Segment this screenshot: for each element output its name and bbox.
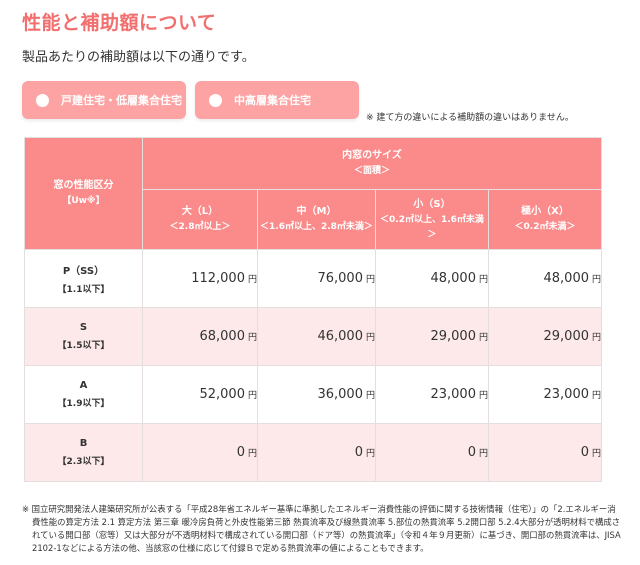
building-type-label: 中高層集合住宅	[234, 94, 311, 107]
size-label: 小（S）	[413, 199, 451, 211]
size-label: 大（L）	[181, 206, 219, 218]
size-header-cell: 内窓のサイズ ＜面積＞	[141, 137, 603, 190]
size-label: 中（M）	[296, 206, 337, 218]
performance-unit: 【Uw※】	[62, 196, 105, 207]
size-label: 極小（X）	[521, 206, 569, 218]
footnote-text: ※ 国立研究開発法人建築研究所が公表する「平成28年省エネルギー基準に準拠したエ…	[22, 504, 621, 554]
page-title: 性能と補助額について	[22, 12, 217, 34]
size-col-large: 大（L） ＜2.8㎡以上＞	[142, 189, 258, 250]
lead-text: 製品あたりの補助額は以下の通りです。	[22, 50, 255, 65]
value-cell: 29,000 円	[375, 307, 489, 366]
grade-limit: 【2.3以下】	[57, 457, 110, 467]
value-cell: 48,000 円	[487, 249, 603, 308]
subsidy-table: 窓の性能区分 【Uw※】 内窓のサイズ ＜面積＞ 大（L） ＜2.8㎡以上＞ 中…	[24, 137, 603, 482]
building-type-label: 戸建住宅・低層集合住宅	[61, 94, 182, 107]
table-row: P（SS） 【1.1以下】 112,000 円 76,000 円 48,000 円 4…	[24, 249, 603, 308]
size-range: ＜2.8㎡以上＞	[169, 222, 231, 233]
value-cell: 68,000 円	[142, 307, 258, 366]
value-cell: 29,000 円	[487, 307, 603, 366]
value-cell: 23,000 円	[487, 365, 603, 424]
grade-limit: 【1.9以下】	[57, 399, 110, 409]
size-col-small: 小（S） ＜0.2㎡以上、1.6㎡未満＞	[375, 189, 489, 250]
size-range: ＜0.2㎡以上、1.6㎡未満＞	[380, 215, 484, 240]
building-type-note: ※ 建て方の違いによる補助額の違いはありません。	[366, 113, 574, 123]
grade-limit: 【1.1以下】	[57, 285, 110, 295]
grade-cell: A 【1.9以下】	[24, 365, 143, 424]
grade-limit: 【1.5以下】	[57, 341, 110, 351]
grade-label: A	[79, 380, 88, 391]
grade-label: P（SS）	[62, 266, 105, 277]
grade-label: B	[79, 438, 88, 449]
grade-label: S	[79, 322, 88, 333]
table-row: S 【1.5以下】 68,000 円 46,000 円 29,000 円 29,000…	[24, 307, 603, 366]
value-cell: 112,000 円	[142, 249, 258, 308]
size-col-xsmall: 極小（X） ＜0.2㎡未満＞	[487, 189, 603, 250]
building-type-detached-button[interactable]: 戸建住宅・低層集合住宅	[22, 81, 186, 119]
size-subheader: ＜面積＞	[354, 166, 391, 177]
size-col-medium: 中（M） ＜1.6㎡以上、2.8㎡未満＞	[257, 189, 376, 250]
building-type-highrise-button[interactable]: 中高層集合住宅	[195, 81, 359, 119]
value-cell: 52,000 円	[142, 365, 258, 424]
grade-cell: P（SS） 【1.1以下】	[24, 249, 143, 308]
size-header: 内窓のサイズ	[342, 150, 402, 162]
radio-icon[interactable]	[209, 93, 222, 107]
performance-header-cell: 窓の性能区分 【Uw※】	[24, 137, 143, 250]
radio-icon[interactable]	[36, 93, 49, 107]
value-cell: 48,000 円	[375, 249, 489, 308]
size-range: ＜0.2㎡未満＞	[514, 222, 576, 233]
table-row: A 【1.9以下】 52,000 円 36,000 円 23,000 円 23,000…	[24, 365, 603, 424]
value-cell: 36,000 円	[257, 365, 376, 424]
value-cell: 46,000 円	[257, 307, 376, 366]
grade-cell: B 【2.3以下】	[24, 423, 143, 482]
value-cell: 76,000 円	[257, 249, 376, 308]
value-cell: 23,000 円	[375, 365, 489, 424]
size-range: ＜1.6㎡以上、2.8㎡未満＞	[260, 222, 373, 233]
performance-header: 窓の性能区分	[53, 180, 114, 192]
grade-cell: S 【1.5以下】	[24, 307, 143, 366]
